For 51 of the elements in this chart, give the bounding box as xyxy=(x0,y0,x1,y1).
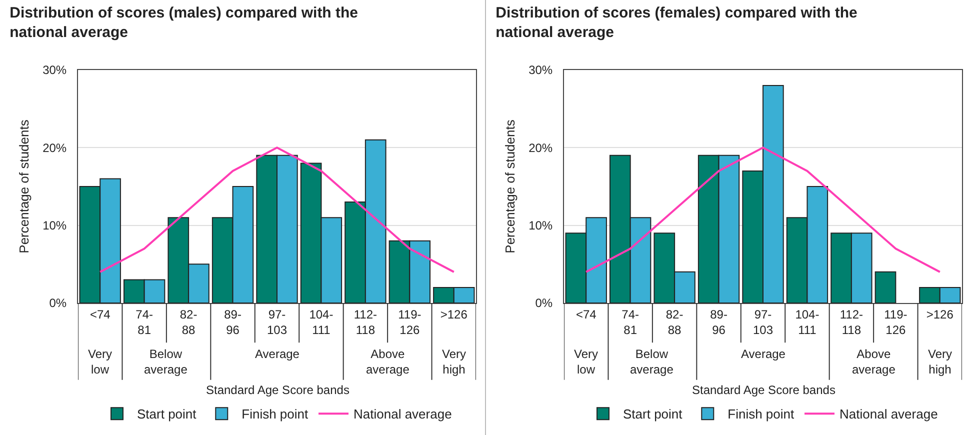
y-axis-title: Percentage of students xyxy=(502,119,518,254)
x-tick-label: >126 xyxy=(926,307,954,322)
y-tick-label: 30% xyxy=(528,63,553,78)
text: Very high xyxy=(442,347,466,377)
line-series xyxy=(585,146,941,273)
text: Above average xyxy=(852,347,896,377)
y-tick-label: 10% xyxy=(42,218,67,233)
legend-label: Finish point xyxy=(728,406,795,422)
x-tick-label: <74 xyxy=(90,307,111,322)
y-tick-label: 0% xyxy=(535,296,553,310)
legend-label: National average xyxy=(840,406,938,422)
x-tick-label: 82-88 xyxy=(180,307,198,337)
chart-title: Distribution of scores (females) compared with the national average xyxy=(496,4,858,41)
text: Very low xyxy=(88,347,112,377)
x-tick-label: 82-88 xyxy=(666,307,684,337)
x-tick-label: 104-111 xyxy=(795,307,820,337)
x-tick-label: 112-118 xyxy=(354,307,378,337)
x-tick-label: 89-96 xyxy=(224,307,242,337)
x-axis-title: Standard Age Score bands xyxy=(692,383,836,397)
legend-label: Start point xyxy=(623,406,683,422)
y-tick-label: 20% xyxy=(528,140,553,155)
text: Very low xyxy=(574,347,598,377)
x-tick-label: 74-81 xyxy=(622,307,640,337)
x-axis-title: Standard Age Score bands xyxy=(206,383,350,397)
text: Average xyxy=(255,347,300,361)
line-series xyxy=(99,146,455,273)
legend-label: National average xyxy=(354,406,452,422)
y-tick-label: 20% xyxy=(42,140,67,155)
x-tick-label: 89-96 xyxy=(710,307,728,337)
x-tick-label: 104-111 xyxy=(309,307,334,337)
text: Above average xyxy=(366,347,410,377)
text: Average xyxy=(741,347,786,361)
x-tick-label: 112-118 xyxy=(840,307,864,337)
bar xyxy=(874,271,896,303)
y-axis-title: Percentage of students xyxy=(16,119,32,254)
chart-title: Distribution of scores (males) compared with the national average xyxy=(10,4,358,41)
x-tick-label: 119-126 xyxy=(398,307,422,337)
legend-label: Finish point xyxy=(242,406,309,422)
x-tick-label: <74 xyxy=(576,307,597,322)
x-tick-label: 97-103 xyxy=(266,307,288,337)
text: Below average xyxy=(630,347,674,377)
text: Below average xyxy=(144,347,188,377)
legend-label: Start point xyxy=(137,406,197,422)
x-tick-label: >126 xyxy=(440,307,468,322)
y-tick-label: 30% xyxy=(42,63,67,78)
y-tick-label: 10% xyxy=(528,218,553,233)
x-tick-label: 119-126 xyxy=(884,307,908,337)
x-tick-label: 74-81 xyxy=(136,307,154,337)
y-tick-label: 0% xyxy=(49,296,67,310)
x-tick-label: 97-103 xyxy=(752,307,774,337)
text: Very high xyxy=(928,347,952,377)
